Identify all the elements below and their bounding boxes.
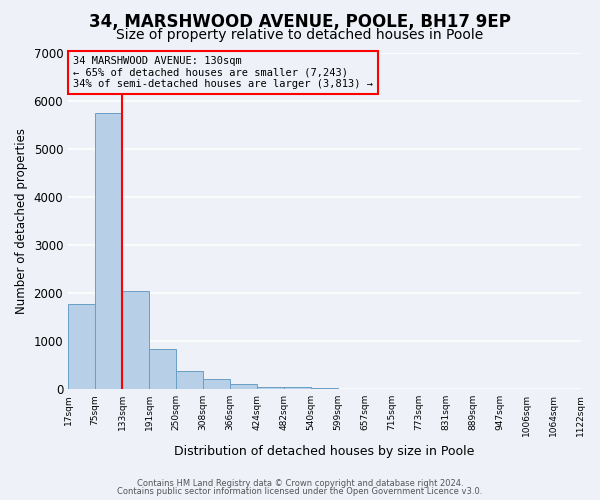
Text: 34 MARSHWOOD AVENUE: 130sqm
← 65% of detached houses are smaller (7,243)
34% of : 34 MARSHWOOD AVENUE: 130sqm ← 65% of det… [73, 56, 373, 89]
Text: Contains public sector information licensed under the Open Government Licence v3: Contains public sector information licen… [118, 488, 482, 496]
Bar [311, 388, 338, 389]
Bar [68, 304, 95, 389]
Bar [176, 372, 203, 389]
Bar [149, 350, 176, 389]
Text: Contains HM Land Registry data © Crown copyright and database right 2024.: Contains HM Land Registry data © Crown c… [137, 478, 463, 488]
Y-axis label: Number of detached properties: Number of detached properties [15, 128, 28, 314]
X-axis label: Distribution of detached houses by size in Poole: Distribution of detached houses by size … [174, 444, 475, 458]
Bar [257, 386, 284, 389]
Bar [95, 112, 122, 389]
Bar [203, 378, 230, 389]
Bar [284, 388, 311, 389]
Text: Size of property relative to detached houses in Poole: Size of property relative to detached ho… [116, 28, 484, 42]
Text: 34, MARSHWOOD AVENUE, POOLE, BH17 9EP: 34, MARSHWOOD AVENUE, POOLE, BH17 9EP [89, 12, 511, 30]
Bar [122, 290, 149, 389]
Bar [230, 384, 257, 389]
